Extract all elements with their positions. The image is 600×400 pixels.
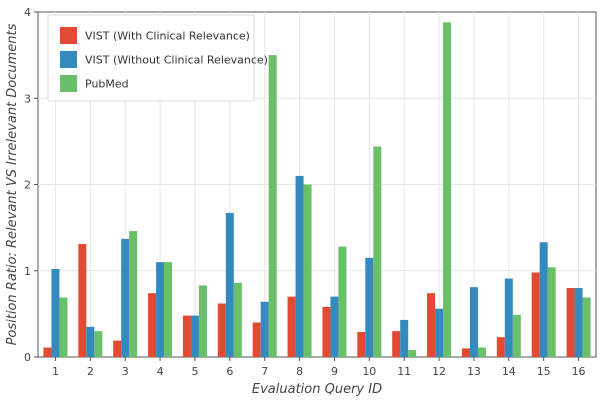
bar-2-16 xyxy=(574,288,583,357)
bar-3-14 xyxy=(512,314,521,357)
bar-3-15 xyxy=(547,267,556,357)
bar-3-11 xyxy=(408,350,417,357)
legend-label-2: VIST (Without Clinical Relevance) xyxy=(85,54,268,67)
bar-1-6 xyxy=(217,303,226,357)
bar-3-13 xyxy=(477,347,486,357)
bar-2-15 xyxy=(539,242,548,357)
bar-3-8 xyxy=(303,184,312,357)
bar-2-1 xyxy=(51,269,60,357)
x-tick-label: 13 xyxy=(467,365,481,378)
legend-label-1: VIST (With Clinical Relevance) xyxy=(85,30,250,43)
bar-2-13 xyxy=(469,287,478,357)
bar-1-16 xyxy=(566,288,575,357)
legend: VIST (With Clinical Relevance) VIST (With… xyxy=(47,14,268,102)
legend-swatch-3 xyxy=(60,75,77,92)
y-axis-title: Position Ratio: Relevant VS Irrelevant D… xyxy=(5,23,20,345)
x-tick-label: 12 xyxy=(432,365,446,378)
bar-1-10 xyxy=(357,331,366,357)
bar-3-1 xyxy=(59,297,68,357)
x-tick-label: 1 xyxy=(52,365,59,378)
y-tick-label: 1 xyxy=(24,265,31,278)
x-tick-label: 7 xyxy=(261,365,268,378)
x-tick-label: 8 xyxy=(296,365,303,378)
x-tick-label: 5 xyxy=(191,365,198,378)
bar-1-13 xyxy=(461,348,470,357)
legend-swatch-1 xyxy=(60,27,77,44)
x-tick-label: 16 xyxy=(572,365,586,378)
bar-2-4 xyxy=(156,262,165,357)
bar-1-4 xyxy=(148,293,157,357)
bar-3-6 xyxy=(233,282,242,357)
bar-2-5 xyxy=(190,315,199,357)
bar-2-10 xyxy=(365,257,374,357)
bar-2-9 xyxy=(330,296,339,357)
bar-1-7 xyxy=(252,322,261,357)
x-tick-label: 10 xyxy=(362,365,376,378)
bar-2-11 xyxy=(400,319,409,357)
x-tick-label: 14 xyxy=(502,365,516,378)
bar-2-6 xyxy=(225,212,234,357)
bar-3-3 xyxy=(129,231,138,357)
bar-1-5 xyxy=(182,315,191,357)
y-tick-label: 3 xyxy=(24,92,31,105)
bar-2-7 xyxy=(260,301,269,357)
y-tick-label: 0 xyxy=(24,351,31,364)
bar-3-16 xyxy=(582,297,591,357)
x-tick-label: 11 xyxy=(397,365,411,378)
legend-label-3: PubMed xyxy=(85,78,129,91)
legend-box xyxy=(47,14,255,102)
bar-3-5 xyxy=(198,285,207,357)
bar-1-1 xyxy=(43,347,52,357)
x-tick-label: 9 xyxy=(331,365,338,378)
bar-1-11 xyxy=(392,331,401,357)
bar-3-12 xyxy=(443,22,452,357)
bar-1-12 xyxy=(427,293,436,357)
bar-2-2 xyxy=(86,326,95,357)
bar-1-8 xyxy=(287,296,296,357)
x-tick-label: 15 xyxy=(537,365,551,378)
y-tick-label: 4 xyxy=(24,6,31,19)
bar-3-7 xyxy=(268,55,277,357)
bar-2-8 xyxy=(295,175,304,357)
bar-2-3 xyxy=(121,238,130,357)
bar-3-2 xyxy=(94,331,103,357)
x-axis-title: Evaluation Query ID xyxy=(252,382,382,397)
x-tick-label: 3 xyxy=(122,365,129,378)
legend-swatch-2 xyxy=(60,51,77,68)
bar-1-3 xyxy=(113,340,122,357)
bar-1-14 xyxy=(496,337,505,357)
bar-2-14 xyxy=(504,278,513,357)
bars xyxy=(43,22,591,357)
x-tick-label: 4 xyxy=(157,365,164,378)
bar-1-9 xyxy=(322,306,331,357)
bar-1-15 xyxy=(531,272,540,357)
bar-2-12 xyxy=(435,308,444,357)
x-tick-label: 2 xyxy=(87,365,94,378)
bar-3-4 xyxy=(164,262,173,357)
y-tick-label: 2 xyxy=(24,179,31,192)
x-tick-label: 6 xyxy=(226,365,233,378)
bar-3-9 xyxy=(338,246,347,357)
bar-1-2 xyxy=(78,244,87,357)
bar-3-10 xyxy=(373,146,382,357)
